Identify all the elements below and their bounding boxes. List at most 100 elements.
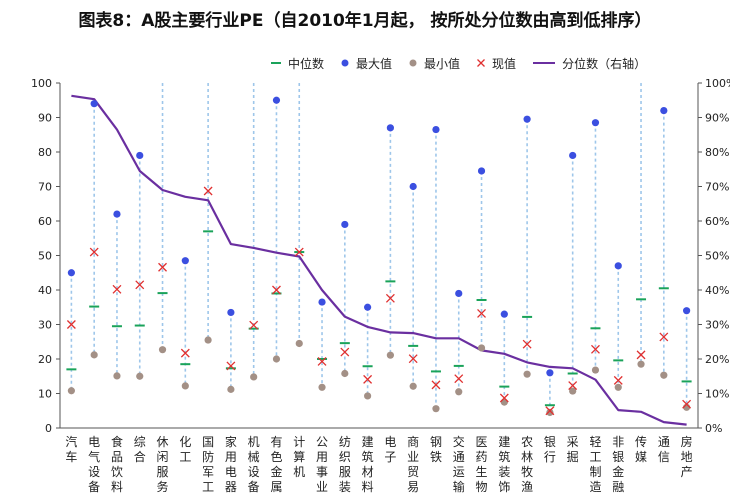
current-point bbox=[363, 374, 373, 384]
max-point bbox=[546, 369, 554, 377]
y-left-tick-label: 60 bbox=[38, 215, 52, 228]
current-point bbox=[180, 348, 190, 358]
y-left-tick-label: 100 bbox=[31, 77, 52, 90]
chart-axes: 0 10 20 30 40 50 60 70 80 90 100 0% 10% 20% 30% 40% 50% 6… bbox=[31, 77, 730, 435]
y-left-tick-label: 10 bbox=[38, 388, 52, 401]
min-point bbox=[455, 388, 463, 396]
category-label: 银行 bbox=[544, 435, 556, 464]
category-label: 采掘 bbox=[567, 435, 579, 464]
min-point bbox=[318, 383, 326, 391]
y-left-tick-label: 50 bbox=[38, 250, 52, 263]
current-point bbox=[431, 380, 441, 390]
min-point bbox=[386, 351, 394, 359]
y-right-tick-label: 10% bbox=[705, 388, 729, 401]
legend-item-min: 最小值 bbox=[408, 55, 460, 72]
category-label: 电气设备 bbox=[88, 435, 100, 494]
max-point bbox=[409, 182, 417, 191]
current-point bbox=[89, 247, 99, 257]
legend-median-label: 中位数 bbox=[288, 56, 325, 71]
category-label: 食品饮料 bbox=[111, 434, 123, 494]
current-point bbox=[385, 293, 395, 303]
current-point bbox=[203, 186, 213, 196]
max-point bbox=[318, 298, 326, 306]
min-point bbox=[614, 383, 622, 391]
category-label: 电子 bbox=[384, 435, 396, 464]
max-point bbox=[477, 167, 486, 175]
category-label: 公用事业 bbox=[316, 435, 328, 494]
max-point bbox=[660, 107, 668, 115]
category-label: 纺织服装 bbox=[339, 435, 351, 494]
category-label: 机械设备 bbox=[248, 435, 260, 494]
max-point bbox=[591, 119, 600, 127]
legend-current-marker bbox=[477, 59, 486, 67]
y-left-tick-label: 70 bbox=[38, 181, 52, 194]
current-point bbox=[545, 406, 555, 416]
min-point bbox=[90, 351, 98, 359]
category-label: 家用电器 bbox=[225, 434, 237, 494]
min-point bbox=[272, 355, 281, 363]
max-point bbox=[227, 308, 235, 317]
current-point bbox=[249, 320, 259, 330]
category-label: 农林牧渔 bbox=[521, 435, 533, 494]
y-right-tick-label: 0% bbox=[705, 422, 722, 435]
y-right-tick-label: 100% bbox=[705, 77, 730, 90]
current-point bbox=[659, 332, 669, 342]
y-left-tick-label: 80 bbox=[38, 146, 52, 159]
current-point bbox=[477, 309, 486, 318]
y-left-tick-label: 40 bbox=[38, 284, 52, 297]
min-point bbox=[409, 382, 417, 390]
legend-percentile-label: 分位数（右轴） bbox=[562, 56, 647, 71]
max-point bbox=[386, 124, 394, 132]
min-point bbox=[477, 344, 486, 352]
current-point bbox=[568, 381, 578, 391]
category-label: 国防军工 bbox=[202, 435, 214, 494]
min-point bbox=[591, 366, 600, 374]
current-point bbox=[226, 361, 236, 371]
min-point bbox=[569, 387, 577, 395]
max-point bbox=[523, 115, 531, 123]
max-point bbox=[455, 289, 463, 298]
category-label: 房地产 bbox=[681, 434, 693, 479]
min-point bbox=[637, 360, 645, 368]
max-point bbox=[90, 100, 98, 108]
category-label: 通信 bbox=[658, 435, 670, 464]
min-point bbox=[227, 385, 235, 393]
y-left-tick-label: 0 bbox=[45, 422, 52, 435]
markers bbox=[66, 96, 692, 417]
min-point bbox=[204, 336, 212, 344]
max-point bbox=[341, 220, 349, 229]
category-label: 综合 bbox=[134, 435, 146, 464]
min-point bbox=[523, 370, 531, 378]
chart-title: 图表8：A股主要行业PE（自2010年1月起， 按所处分位数由高到低排序） bbox=[78, 11, 652, 31]
current-point bbox=[522, 339, 532, 349]
max-point bbox=[432, 125, 440, 134]
current-point bbox=[408, 354, 418, 364]
y-left-tick-label: 90 bbox=[38, 112, 52, 125]
current-point bbox=[317, 356, 327, 366]
min-point bbox=[295, 339, 303, 348]
min-point bbox=[136, 372, 144, 380]
category-label: 化工 bbox=[179, 435, 191, 464]
min-point bbox=[432, 405, 440, 413]
y-right-tick-label: 50% bbox=[705, 250, 729, 263]
min-point bbox=[546, 408, 554, 417]
max-point bbox=[272, 96, 281, 104]
legend-median-marker bbox=[271, 62, 281, 64]
range-lines bbox=[70, 83, 688, 413]
current-point bbox=[158, 262, 167, 272]
current-point bbox=[340, 347, 350, 357]
max-point bbox=[181, 257, 189, 265]
legend-min-marker bbox=[409, 59, 417, 67]
current-point bbox=[135, 280, 145, 290]
min-point bbox=[113, 372, 121, 380]
current-point bbox=[499, 393, 509, 403]
y-right-tick-label: 40% bbox=[705, 284, 729, 297]
current-point bbox=[613, 375, 623, 385]
current-point bbox=[272, 285, 281, 295]
category-label: 有色金属 bbox=[270, 435, 282, 494]
current-point bbox=[112, 284, 122, 294]
legend-item-max: 最大值 bbox=[340, 55, 392, 72]
legend-max-marker bbox=[341, 59, 349, 67]
current-point bbox=[682, 399, 692, 409]
